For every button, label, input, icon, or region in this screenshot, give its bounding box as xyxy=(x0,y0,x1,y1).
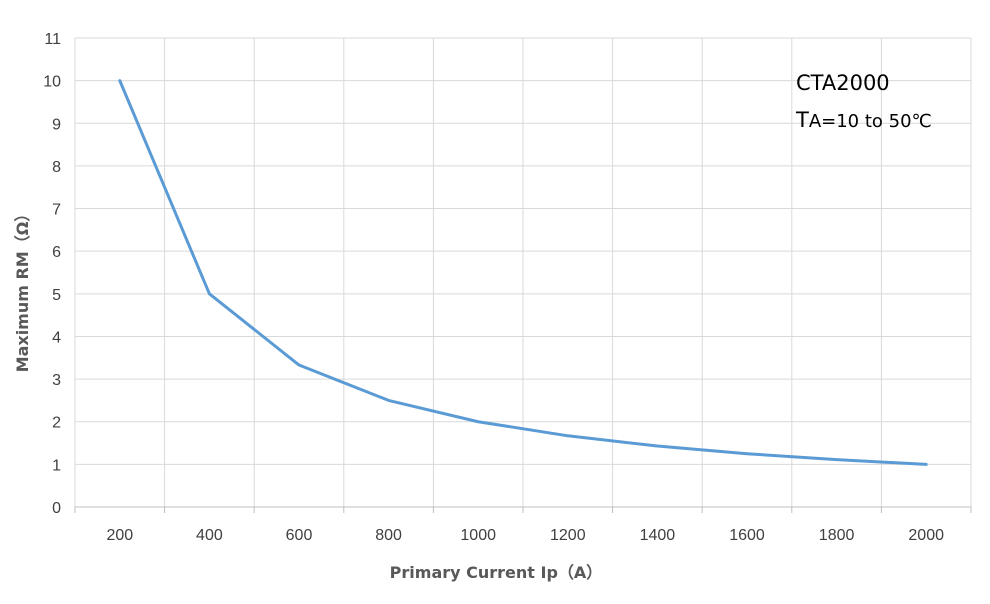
x-tick-label: 1400 xyxy=(640,527,676,544)
x-axis-ticks: 200 400 600 800 1000 1200 1400 1600 1800 2000 xyxy=(106,527,944,544)
series xyxy=(118,79,928,466)
x-tick-label: 600 xyxy=(286,527,313,544)
y-tick-label: 7 xyxy=(52,202,61,219)
annotation-title: CTA2000 xyxy=(796,71,890,95)
x-tick-label: 1200 xyxy=(550,527,586,544)
x-tick-label: 1600 xyxy=(729,527,765,544)
x-tick-label: 1000 xyxy=(460,527,496,544)
x-tick-label: 400 xyxy=(196,527,223,544)
y-tick-label: 5 xyxy=(52,287,61,304)
y-tick-label: 9 xyxy=(52,116,61,133)
y-tick-label: 10 xyxy=(43,74,61,91)
y-tick-label: 8 xyxy=(52,159,61,176)
y-axis-title: Maximum RM（Ω） xyxy=(13,206,32,373)
y-axis-ticks: 0 1 2 3 4 5 6 7 8 9 10 11 xyxy=(43,31,61,517)
annotation-subtitle: TA=10 to 50℃ xyxy=(795,108,932,132)
series-line xyxy=(118,79,928,466)
y-tick-label: 4 xyxy=(52,329,61,346)
x-tick-label: 2000 xyxy=(908,527,944,544)
y-tick-label: 0 xyxy=(52,500,61,517)
y-tick-label: 11 xyxy=(44,31,61,48)
y-tick-label: 2 xyxy=(52,415,61,432)
x-axis-title: Primary Current Ip（A） xyxy=(390,563,603,582)
x-tick-label: 800 xyxy=(375,527,402,544)
y-tick-label: 1 xyxy=(52,457,61,474)
x-tick-label: 1800 xyxy=(819,527,855,544)
grid xyxy=(74,37,972,513)
annotation-subtitle-text: A=10 to 50℃ xyxy=(809,111,932,132)
annotation-subtitle-prefix: T xyxy=(795,108,809,132)
y-tick-label: 3 xyxy=(52,372,61,389)
x-tick-label: 200 xyxy=(106,527,133,544)
y-tick-label: 6 xyxy=(52,244,61,261)
